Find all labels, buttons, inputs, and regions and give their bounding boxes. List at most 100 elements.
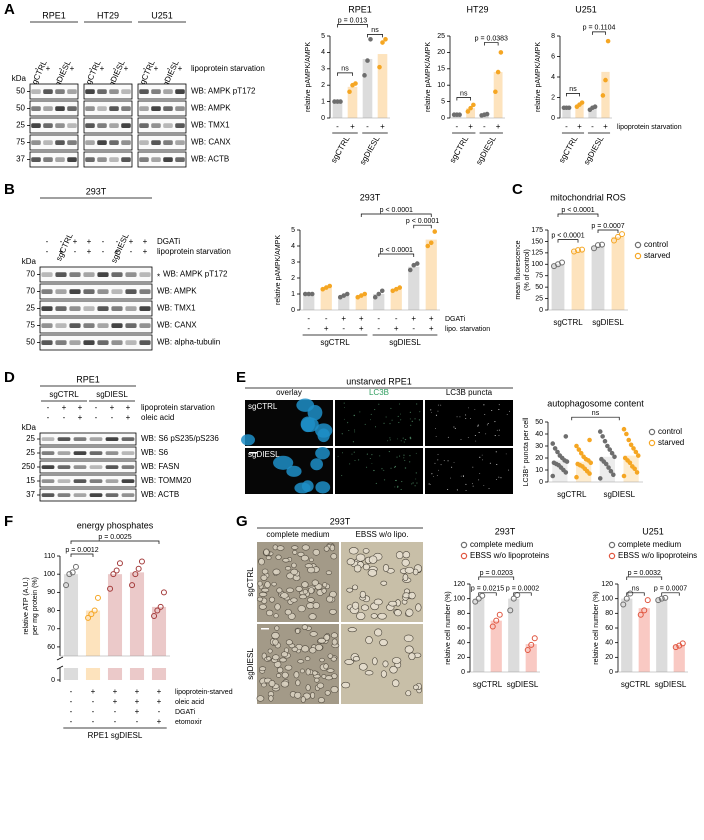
cell [317, 697, 325, 704]
legend-marker [648, 428, 656, 436]
antibody-label: WB: TMX1 [157, 304, 196, 313]
blot-band [69, 340, 81, 346]
data-point [679, 640, 686, 647]
y-tick-label: 100 [43, 571, 55, 578]
blot-band [125, 272, 137, 278]
cell [354, 431, 356, 433]
bar [673, 644, 685, 672]
y-tick-label: 5 [291, 227, 295, 234]
cell [382, 564, 390, 572]
data-point [555, 449, 560, 455]
axis-break [56, 656, 64, 661]
cell [412, 482, 414, 484]
cell [294, 482, 311, 494]
data-point [574, 443, 579, 449]
blot-band [109, 89, 119, 95]
data-point [551, 460, 557, 466]
cell [395, 551, 404, 560]
cell [433, 476, 434, 477]
treatment-label: etomoxir [175, 719, 203, 726]
treatment-sign: - [74, 247, 77, 256]
significance-bracket [337, 72, 353, 76]
cell [371, 463, 373, 464]
cell [460, 475, 462, 477]
cell [402, 437, 404, 439]
cell [428, 483, 430, 485]
treatment-sign: - [158, 707, 161, 716]
chart-title: mitochondrial ROS [550, 192, 626, 202]
blot-band [41, 340, 53, 346]
treatment-sign: - [47, 413, 50, 422]
group-label: sgCTRL [557, 490, 587, 499]
y-axis-label: relative pAMPK/AMPK [305, 42, 312, 112]
group-label: sgDIESL [592, 318, 624, 327]
cell [479, 456, 481, 458]
cell [399, 403, 401, 405]
bar [601, 71, 610, 118]
blot-band [41, 272, 53, 278]
y-axis-label: mean fluorescence [515, 240, 522, 299]
cell [413, 684, 419, 690]
cell [394, 609, 402, 617]
panel-label: C [512, 181, 523, 198]
blot-band [121, 479, 135, 484]
cell [309, 647, 317, 654]
cell [260, 574, 268, 581]
cell [430, 409, 432, 411]
blot-band [139, 272, 151, 278]
cell [285, 639, 293, 646]
cell [380, 580, 388, 586]
cell [447, 460, 449, 462]
cell [312, 602, 320, 609]
y-tick-label: 3 [291, 259, 295, 266]
data-point [428, 240, 434, 246]
cell [300, 554, 309, 562]
cell [330, 632, 338, 639]
cell [403, 441, 405, 443]
blot-band [105, 451, 119, 456]
blot-band [41, 451, 55, 456]
cell [472, 466, 474, 468]
cell [344, 659, 354, 665]
bar [551, 264, 565, 310]
blot-band [73, 437, 87, 442]
cell [396, 486, 399, 488]
y-tick-label: 0 [539, 307, 543, 314]
data-point [309, 291, 315, 297]
cell [405, 690, 412, 697]
bar [621, 598, 633, 672]
treatment-sign: + [115, 247, 120, 256]
treatment-sign: - [114, 717, 117, 726]
legend-label: complete medium [618, 540, 681, 549]
bar [390, 289, 402, 310]
treatment-label: lipoprotein-starved [175, 689, 233, 696]
blot-band [89, 451, 103, 456]
cell [258, 558, 265, 566]
legend-marker [460, 552, 468, 560]
cell [272, 568, 281, 575]
significance-bracket [337, 24, 368, 28]
antibody-label: WB: AMPK [157, 287, 197, 296]
blot-band [163, 89, 173, 95]
bar [611, 236, 625, 310]
blot-band [163, 123, 173, 129]
data-point [635, 453, 641, 458]
cell [392, 679, 400, 688]
blot-band [41, 493, 55, 498]
blot-band [83, 340, 95, 346]
cell [271, 631, 280, 640]
blot-band [111, 272, 123, 278]
blot-band [139, 323, 151, 329]
cell [508, 410, 510, 412]
blot-band [139, 106, 149, 112]
cell [405, 608, 414, 617]
cell [506, 414, 508, 415]
cell [301, 581, 309, 588]
data-point [672, 644, 679, 651]
cell [431, 473, 433, 475]
blot-band [55, 106, 65, 112]
data-point [622, 455, 628, 461]
blot-band [139, 289, 151, 295]
treatment-sign: - [307, 324, 310, 333]
